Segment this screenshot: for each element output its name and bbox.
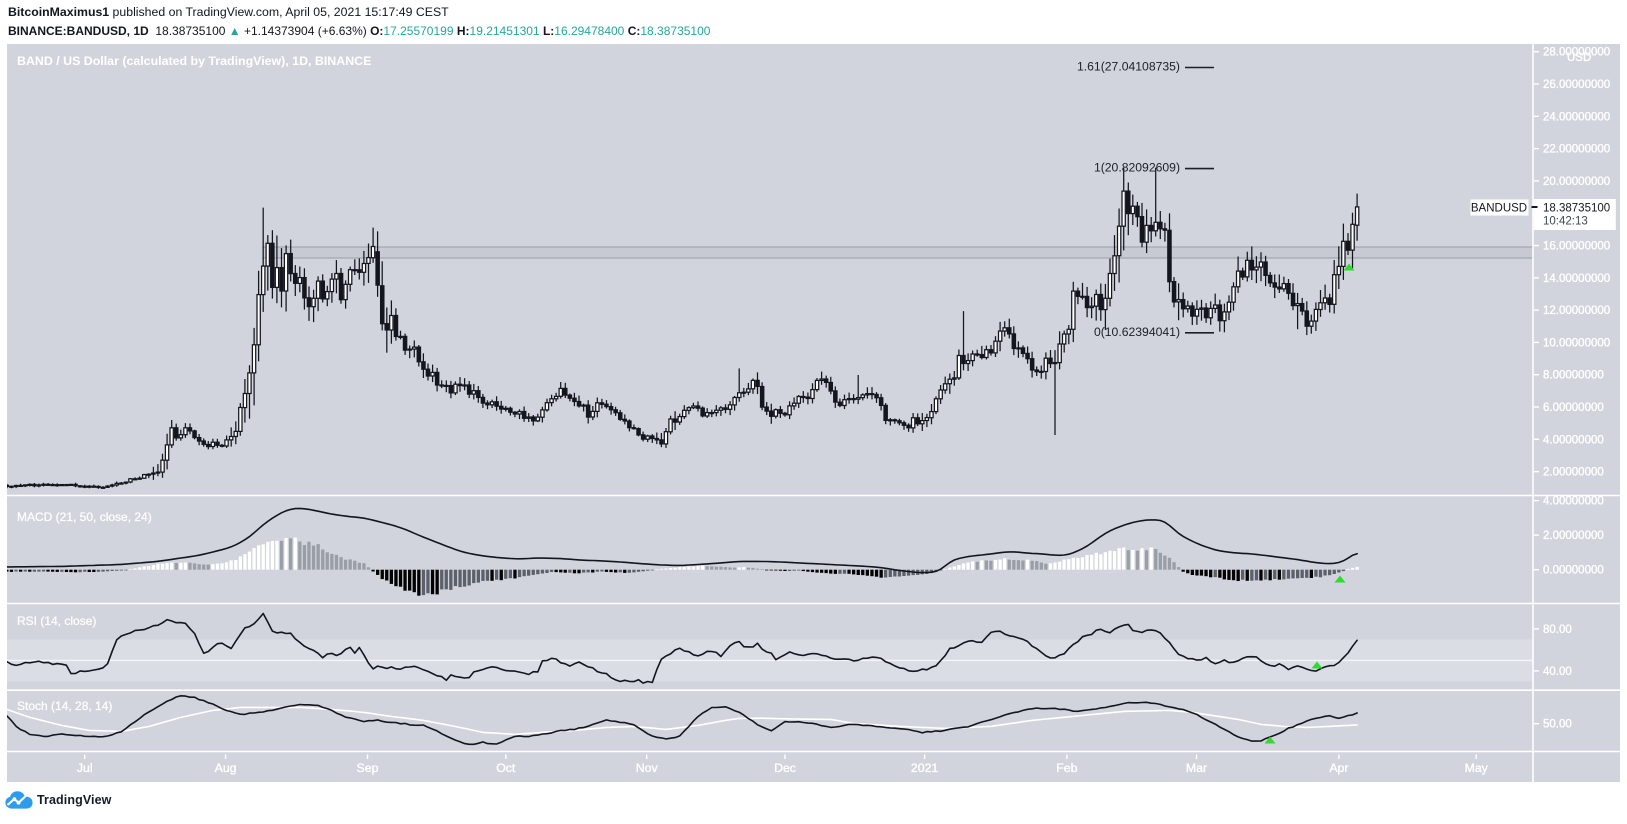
- svg-text:6.00000000: 6.00000000: [1543, 402, 1604, 414]
- svg-text:Sep: Sep: [357, 761, 379, 775]
- svg-text:BAND / US Dollar (calculated b: BAND / US Dollar (calculated by TradingV…: [17, 54, 371, 68]
- svg-text:10.00000000: 10.00000000: [1543, 337, 1610, 349]
- svg-text:10:42:13: 10:42:13: [1543, 216, 1588, 228]
- svg-text:USD: USD: [1567, 52, 1591, 64]
- svg-text:4.00000000: 4.00000000: [1543, 434, 1604, 446]
- svg-text:Oct: Oct: [496, 761, 516, 775]
- svg-text:BANDUSD: BANDUSD: [1471, 203, 1527, 215]
- svg-text:22.00000000: 22.00000000: [1543, 144, 1610, 156]
- svg-text:Dec: Dec: [774, 761, 796, 775]
- svg-text:Apr: Apr: [1329, 761, 1348, 775]
- svg-text:2.00000000: 2.00000000: [1543, 467, 1604, 479]
- svg-text:40.00: 40.00: [1543, 666, 1572, 678]
- svg-text:14.00000000: 14.00000000: [1543, 273, 1610, 285]
- svg-text:RSI (14, close): RSI (14, close): [17, 614, 96, 628]
- svg-text:24.00000000: 24.00000000: [1543, 111, 1610, 123]
- svg-text:8.00000000: 8.00000000: [1543, 370, 1604, 382]
- svg-text:26.00000000: 26.00000000: [1543, 79, 1610, 91]
- svg-text:80.00: 80.00: [1543, 624, 1572, 636]
- svg-text:12.00000000: 12.00000000: [1543, 305, 1610, 317]
- svg-text:28.00000000: 28.00000000: [1543, 47, 1610, 59]
- svg-text:16.00000000: 16.00000000: [1543, 241, 1610, 253]
- svg-text:Aug: Aug: [215, 761, 237, 775]
- svg-text:2021: 2021: [911, 761, 939, 775]
- svg-text:1.61(27.04108735): 1.61(27.04108735): [1077, 60, 1180, 74]
- svg-text:0(10.62394041): 0(10.62394041): [1094, 325, 1180, 339]
- svg-text:Nov: Nov: [636, 761, 659, 775]
- svg-text:0.00000000: 0.00000000: [1543, 565, 1604, 577]
- svg-text:4.00000000: 4.00000000: [1543, 496, 1604, 508]
- svg-text:20.00000000: 20.00000000: [1543, 176, 1610, 188]
- svg-text:Mar: Mar: [1186, 761, 1207, 775]
- svg-text:Jul: Jul: [77, 761, 93, 775]
- svg-text:Stoch (14, 28, 14): Stoch (14, 28, 14): [17, 699, 112, 713]
- svg-text:MACD (21, 50, close, 24): MACD (21, 50, close, 24): [17, 510, 152, 524]
- svg-text:1(20.82092609): 1(20.82092609): [1094, 161, 1180, 175]
- svg-text:2.00000000: 2.00000000: [1543, 530, 1604, 542]
- svg-text:50.00: 50.00: [1543, 719, 1572, 731]
- svg-text:18.38735100: 18.38735100: [1543, 203, 1610, 215]
- svg-text:May: May: [1465, 761, 1489, 775]
- svg-text:Feb: Feb: [1056, 761, 1077, 775]
